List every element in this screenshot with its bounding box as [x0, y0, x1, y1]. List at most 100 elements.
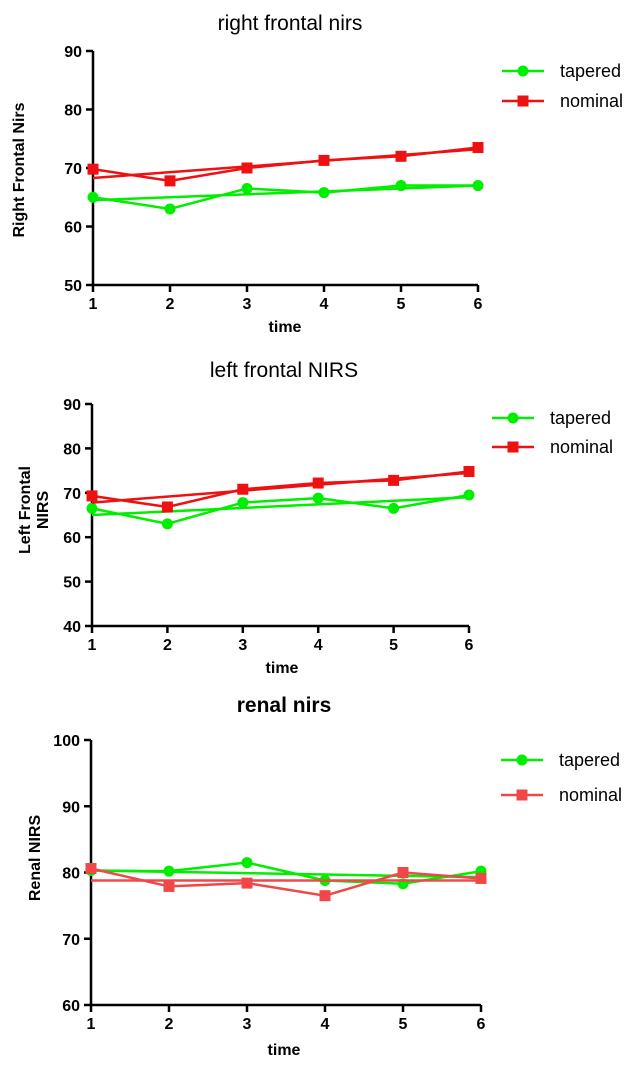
series-line-tapered	[92, 184, 478, 211]
legend-item-nominal: nominal	[502, 91, 623, 111]
data-point-tapered	[164, 203, 176, 215]
x-tick-label: 2	[165, 1016, 174, 1033]
y-tick-label: 90	[64, 44, 82, 61]
y-tick-label: 50	[63, 575, 81, 592]
x-tick-label: 4	[320, 296, 329, 313]
x-tick-label: 1	[89, 296, 98, 313]
x-tick-label: 6	[474, 296, 483, 313]
x-tick-label: 1	[87, 1016, 96, 1033]
data-point-nominal	[164, 175, 176, 187]
x-tick-label: 5	[399, 1016, 408, 1033]
trend-line-tapered	[92, 184, 479, 202]
x-tick-label: 6	[477, 1016, 486, 1033]
data-point-tapered	[318, 187, 330, 199]
y-axis-label-line-1: Left Frontal	[17, 466, 34, 554]
x-tick-label: 6	[465, 637, 474, 654]
data-point-nominal	[161, 501, 173, 513]
data-point-nominal	[312, 477, 324, 489]
legend-item-tapered: tapered	[501, 750, 620, 770]
data-point-nominal	[475, 872, 487, 884]
data-point-nominal	[318, 154, 330, 166]
plot-area: 40 50 60 70 80 90 1 2 3 4 5 6	[63, 397, 475, 654]
data-point-tapered	[87, 191, 99, 203]
data-point-tapered	[472, 180, 484, 192]
legend: tapered nominal	[492, 408, 613, 457]
y-axis-label: Right Frontal Nirs	[11, 102, 28, 237]
x-tick-label: 4	[321, 1016, 330, 1033]
y-tick-label: 80	[63, 441, 81, 458]
series-tapered	[87, 180, 484, 215]
series-line-nominal	[92, 146, 479, 183]
y-tick-label: 60	[62, 998, 80, 1015]
legend-item-tapered: tapered	[502, 61, 621, 81]
x-tick-label: 3	[238, 637, 247, 654]
plot-area: 60 70 80 90 100 1 2 3 4 5 6	[53, 733, 487, 1033]
y-tick-label: 70	[64, 161, 82, 178]
data-point-tapered	[241, 857, 253, 869]
legend-label-nominal: nominal	[550, 437, 613, 457]
trend-line-tapered	[91, 495, 470, 517]
y-tick-label: 90	[62, 799, 80, 816]
legend-label-tapered: tapered	[550, 408, 611, 428]
x-axis-label: time	[269, 319, 302, 336]
legend-label-nominal: nominal	[560, 91, 623, 111]
legend-label-tapered: tapered	[560, 61, 621, 81]
chart-right-frontal-nirs: right frontal nirs time Right Frontal Ni…	[11, 12, 623, 336]
x-tick-label: 3	[243, 296, 252, 313]
chart-title: renal nirs	[237, 694, 332, 717]
x-tick-label: 5	[389, 637, 398, 654]
x-tick-label: 2	[163, 637, 172, 654]
series-tapered	[86, 489, 475, 530]
chart-title: right frontal nirs	[218, 12, 363, 35]
y-tick-label: 40	[63, 619, 81, 636]
y-tick-label: 60	[64, 220, 82, 237]
chart-left-frontal-nirs: left frontal NIRS time Left Frontal NIRS…	[17, 359, 613, 677]
legend-label-tapered: tapered	[559, 750, 620, 770]
data-point-nominal	[241, 877, 253, 889]
data-point-tapered	[163, 865, 175, 877]
legend: tapered nominal	[501, 750, 622, 805]
data-point-nominal	[463, 465, 475, 477]
series-line-nominal	[91, 470, 470, 509]
x-tick-label: 3	[243, 1016, 252, 1033]
plot-area: 50 60 70 80 90 1 2 3 4 5 6	[64, 44, 484, 313]
data-point-tapered	[395, 180, 407, 192]
data-point-nominal	[85, 863, 97, 875]
y-tick-label: 60	[63, 530, 81, 547]
y-tick-label: 100	[53, 733, 80, 750]
x-tick-label: 5	[397, 296, 406, 313]
data-point-tapered	[241, 182, 253, 194]
data-point-tapered	[312, 492, 324, 504]
data-point-nominal	[388, 474, 400, 486]
legend-item-tapered: tapered	[492, 408, 611, 428]
data-point-nominal	[241, 162, 253, 174]
data-point-nominal	[87, 163, 99, 175]
series-line-tapered	[91, 493, 470, 526]
data-point-nominal	[237, 483, 249, 495]
data-point-tapered	[86, 502, 98, 514]
data-point-nominal	[397, 867, 409, 878]
series-nominal	[85, 863, 487, 902]
data-point-nominal	[163, 880, 175, 892]
y-tick-label: 80	[62, 866, 80, 883]
chart-title: left frontal NIRS	[210, 359, 358, 382]
y-axis-label-line-2: NIRS	[35, 491, 52, 530]
legend: tapered nominal	[502, 61, 623, 111]
data-point-nominal	[86, 490, 98, 502]
y-tick-label: 70	[63, 486, 81, 503]
data-point-tapered	[463, 489, 475, 501]
x-axis-label: time	[268, 1042, 301, 1059]
y-tick-label: 90	[63, 397, 81, 414]
data-point-nominal	[472, 142, 484, 154]
x-tick-label: 4	[314, 637, 323, 654]
data-point-tapered	[388, 502, 400, 514]
x-tick-label: 2	[166, 296, 175, 313]
series-nominal	[87, 142, 484, 187]
y-axis-label: Left Frontal NIRS	[17, 466, 52, 554]
y-tick-label: 80	[64, 103, 82, 120]
data-point-nominal	[319, 890, 331, 902]
series-nominal	[86, 465, 475, 513]
data-point-tapered	[237, 497, 249, 509]
y-tick-label: 50	[64, 278, 82, 295]
y-axis-label: Renal NIRS	[27, 815, 44, 902]
